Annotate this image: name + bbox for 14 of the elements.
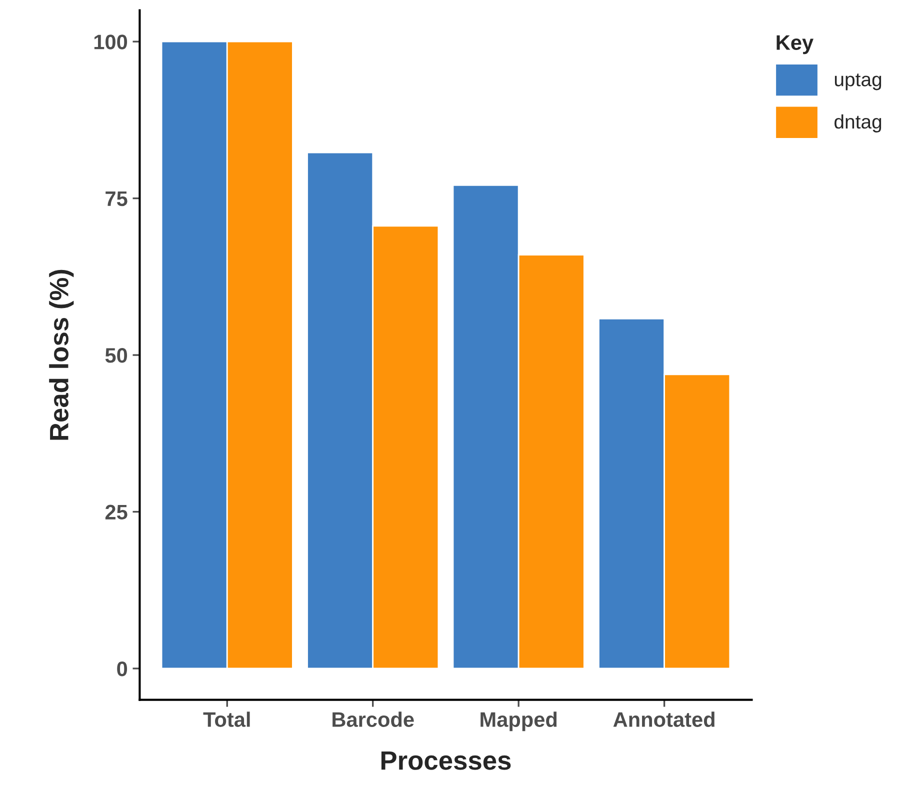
x-tick-label: Annotated [613, 712, 714, 727]
y-tick-label: 25 [105, 504, 128, 520]
legend-label: uptag [834, 74, 882, 90]
legend-label: dntag [834, 114, 882, 132]
y-tick-label: 0 [117, 662, 128, 676]
y-tick-label: 50 [105, 348, 128, 363]
x-tick-label: Total [203, 712, 250, 727]
x-tick-label: Mapped [480, 712, 557, 732]
x-tick-label: Barcode [332, 712, 414, 727]
y-axis-title: Read loss (%) [49, 270, 74, 440]
y-tick-label: 100 [94, 34, 128, 50]
x-axis-title: Processes [381, 751, 511, 770]
y-tick-label: 75 [106, 192, 128, 206]
legend-title: Key [776, 35, 814, 54]
